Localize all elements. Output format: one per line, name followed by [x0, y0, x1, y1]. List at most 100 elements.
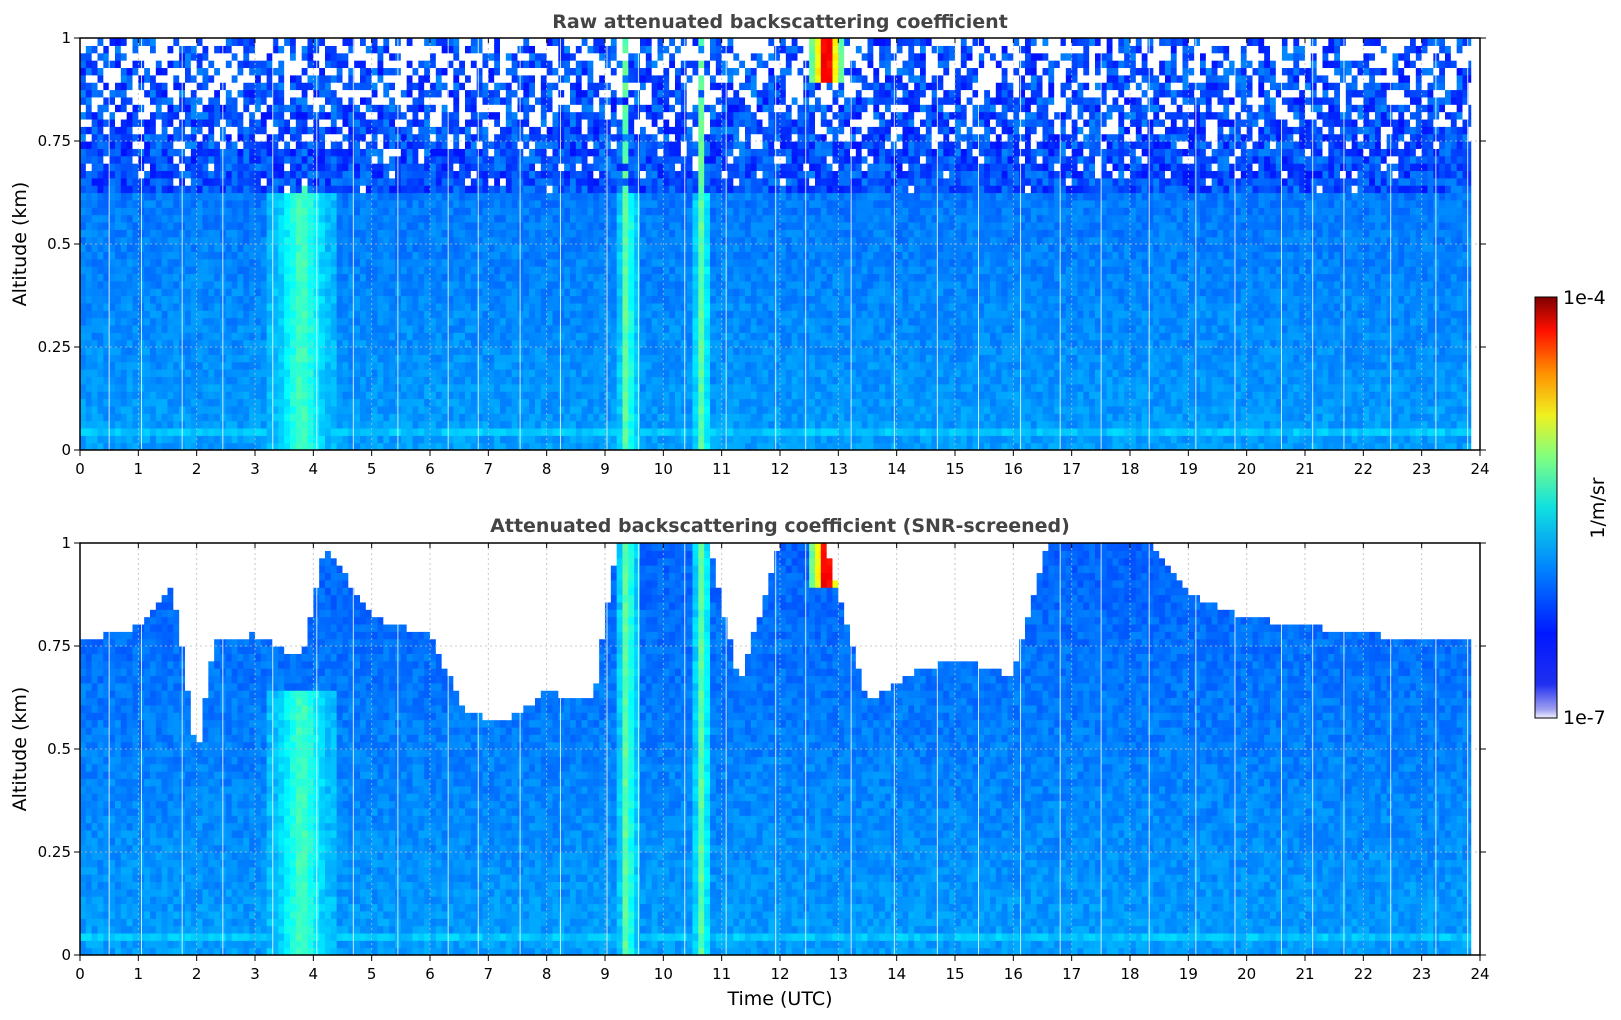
- heatmap-cell: [570, 141, 577, 149]
- heatmap-cell: [103, 324, 110, 333]
- heatmap-cell: [319, 67, 326, 76]
- heatmap-cell: [80, 118, 87, 127]
- heatmap-cell: [167, 295, 174, 304]
- heatmap-cell: [132, 295, 139, 304]
- heatmap-cell: [260, 258, 268, 267]
- heatmap-cell: [575, 104, 583, 113]
- heatmap-cell: [412, 391, 419, 400]
- heatmap-cell: [570, 280, 577, 289]
- heatmap-cell: [389, 442, 396, 450]
- heatmap-cell: [389, 280, 396, 289]
- heatmap-cell: [272, 118, 279, 127]
- heatmap-cell: [150, 236, 157, 245]
- heatmap-cell: [418, 185, 425, 194]
- heatmap-cell: [132, 89, 139, 98]
- heatmap-cell: [558, 207, 565, 216]
- heatmap-cell: [167, 332, 174, 341]
- heatmap-cell: [465, 332, 472, 341]
- heatmap-cell: [249, 398, 256, 407]
- heatmap-cell: [278, 229, 285, 238]
- heatmap-cell: [365, 155, 373, 164]
- heatmap-cell: [365, 45, 373, 54]
- heatmap-cell: [290, 435, 297, 444]
- heatmap-cell: [97, 170, 104, 179]
- heatmap-cell: [91, 280, 99, 289]
- heatmap-cell: [97, 207, 104, 216]
- heatmap-cell: [208, 258, 215, 267]
- heatmap-cell: [424, 324, 431, 333]
- heatmap-cell: [290, 126, 297, 135]
- heatmap-cell: [599, 435, 606, 444]
- heatmap-cell: [500, 258, 507, 267]
- heatmap-cell: [325, 52, 332, 61]
- heatmap-cell: [290, 214, 297, 223]
- heatmap-cell: [505, 310, 513, 319]
- heatmap-cell: [365, 52, 373, 61]
- heatmap-cell: [371, 38, 379, 46]
- heatmap-cell: [225, 251, 233, 260]
- heatmap-cell: [430, 383, 437, 392]
- heatmap-cell: [97, 295, 104, 304]
- heatmap-cell: [208, 420, 215, 429]
- heatmap-cell: [459, 82, 466, 91]
- heatmap-cell: [535, 221, 542, 230]
- heatmap-cell: [424, 38, 431, 46]
- heatmap-cell: [430, 163, 437, 172]
- heatmap-cell: [260, 236, 268, 245]
- heatmap-cell: [161, 89, 169, 98]
- heatmap-cell: [290, 413, 297, 422]
- heatmap-cell: [325, 89, 332, 98]
- heatmap-cell: [476, 104, 484, 113]
- heatmap-cell: [295, 317, 303, 326]
- heatmap-cell: [365, 324, 373, 333]
- heatmap-cell: [103, 280, 110, 289]
- heatmap-cell: [196, 185, 204, 194]
- heatmap-cell: [447, 435, 454, 444]
- heatmap-cell: [418, 229, 425, 238]
- heatmap-cell: [581, 104, 589, 113]
- heatmap-cell: [365, 391, 373, 400]
- heatmap-cell: [377, 427, 384, 436]
- heatmap-cell: [511, 229, 519, 238]
- heatmap-cell: [167, 354, 174, 363]
- heatmap-cell: [494, 38, 501, 46]
- heatmap-cell: [581, 376, 589, 385]
- heatmap-cell: [301, 199, 309, 208]
- heatmap-cell: [301, 383, 309, 392]
- heatmap-cell: [529, 376, 536, 385]
- heatmap-cell: [459, 89, 466, 98]
- heatmap-cell: [243, 155, 250, 164]
- heatmap-cell: [225, 170, 233, 179]
- heatmap-cell: [103, 185, 110, 194]
- heatmap-cell: [208, 52, 215, 61]
- heatmap-cell: [570, 74, 577, 83]
- heatmap-cell: [120, 38, 128, 46]
- heatmap-cell: [593, 369, 600, 378]
- heatmap-cell: [365, 302, 373, 311]
- heatmap-cell: [144, 207, 151, 216]
- heatmap-cell: [173, 266, 180, 275]
- heatmap-cell: [430, 369, 437, 378]
- heatmap-cell: [599, 442, 606, 450]
- heatmap-cell: [424, 442, 431, 450]
- heatmap-cell: [389, 273, 396, 282]
- heatmap-cell: [103, 332, 110, 341]
- heatmap-cell: [581, 310, 589, 319]
- heatmap-cell: [470, 442, 478, 450]
- heatmap-cell: [552, 141, 559, 149]
- heatmap-cell: [231, 310, 239, 319]
- heatmap-cell: [529, 302, 536, 311]
- heatmap-cell: [231, 383, 239, 392]
- heatmap-cell: [529, 280, 536, 289]
- heatmap-cell: [225, 420, 233, 429]
- heatmap-cell: [389, 207, 396, 216]
- heatmap-cell: [535, 273, 542, 282]
- heatmap-cell: [371, 405, 379, 414]
- heatmap-cell: [255, 324, 262, 333]
- heatmap-cell: [587, 170, 594, 179]
- heatmap-cell: [91, 413, 99, 422]
- heatmap-cell: [581, 347, 589, 355]
- heatmap-cell: [109, 266, 116, 275]
- heatmap-cell: [115, 310, 122, 319]
- heatmap-cell: [570, 302, 577, 311]
